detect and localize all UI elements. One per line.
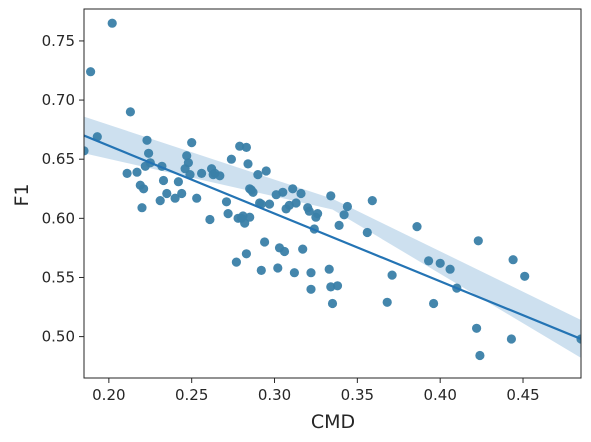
data-point (334, 220, 344, 230)
data-point (298, 244, 308, 254)
confidence-band-layer (84, 116, 581, 358)
data-point (520, 271, 530, 281)
regression-line (84, 134, 581, 340)
data-point (256, 265, 266, 275)
data-point (162, 188, 172, 199)
data-point (205, 214, 215, 225)
plot-area (84, 18, 581, 361)
data-point (155, 196, 165, 206)
y-tick-label: 0.55 (42, 268, 75, 286)
data-point (435, 258, 445, 268)
data-point (260, 237, 270, 247)
data-point (253, 170, 263, 180)
data-point (122, 168, 132, 178)
data-point (279, 246, 290, 257)
data-point (387, 270, 397, 280)
data-point (475, 350, 485, 361)
y-axis-ticks: 0.50 0.55 0.60 0.65 0.70 0.75 (42, 32, 84, 346)
data-point (158, 175, 169, 186)
data-point (261, 166, 271, 176)
data-point (304, 206, 314, 216)
data-point (264, 199, 275, 209)
data-point (241, 249, 251, 259)
data-point (84, 146, 89, 156)
data-point (339, 210, 349, 220)
y-tick-label: 0.60 (42, 209, 75, 227)
data-point (125, 107, 135, 117)
data-point (288, 184, 298, 194)
y-tick-label: 0.65 (42, 150, 75, 168)
data-point (223, 209, 233, 219)
data-point (215, 171, 225, 181)
y-tick-label: 0.50 (42, 328, 75, 346)
data-point (382, 297, 392, 307)
x-tick-label: 0.40 (423, 386, 456, 404)
data-point (367, 196, 377, 206)
data-point (324, 264, 334, 274)
data-point (332, 281, 343, 291)
data-point (142, 135, 152, 145)
x-tick-label: 0.35 (341, 386, 374, 404)
data-point (278, 187, 288, 197)
data-point (412, 222, 422, 232)
data-point (245, 212, 255, 222)
data-point (221, 197, 232, 207)
data-point (243, 159, 253, 169)
data-point (144, 148, 154, 158)
data-point (362, 227, 372, 238)
x-tick-label: 0.25 (175, 386, 208, 404)
data-point (506, 334, 516, 344)
data-point (273, 263, 283, 273)
data-point (132, 167, 142, 177)
confidence-band (84, 116, 581, 358)
data-point (327, 298, 338, 309)
data-point (291, 198, 301, 208)
data-point (424, 256, 434, 266)
data-point (306, 268, 316, 278)
regression-line-layer (84, 134, 581, 340)
x-axis-ticks: 0.20 0.25 0.30 0.35 0.40 0.45 (92, 378, 540, 404)
data-point (472, 323, 482, 333)
data-point (445, 264, 455, 274)
plot-frame (83, 8, 582, 379)
data-point (197, 168, 207, 178)
data-point (306, 284, 316, 294)
data-point (429, 298, 439, 309)
data-point (508, 255, 518, 265)
y-tick-label: 0.75 (42, 32, 75, 50)
data-point (183, 158, 193, 168)
data-point (231, 257, 241, 267)
x-tick-label: 0.20 (92, 386, 125, 404)
data-point (182, 151, 192, 161)
data-point (296, 188, 306, 199)
data-point (313, 209, 323, 219)
x-axis-label: CMD (311, 411, 355, 433)
data-point (248, 187, 258, 197)
data-point (170, 193, 180, 203)
data-point (173, 177, 183, 187)
data-point (226, 154, 236, 164)
data-point (289, 268, 299, 278)
data-points (84, 18, 581, 361)
data-point (241, 142, 251, 152)
data-point (107, 18, 117, 28)
data-point (137, 203, 147, 213)
y-axis-label: F1 (11, 183, 33, 206)
data-point (326, 191, 336, 201)
data-point (86, 67, 96, 77)
data-point (177, 188, 187, 199)
y-tick-label: 0.70 (42, 91, 75, 109)
data-point (187, 138, 197, 148)
data-point (139, 184, 149, 194)
data-point (192, 193, 202, 203)
data-point (342, 201, 352, 212)
x-tick-label: 0.45 (506, 386, 539, 404)
data-point (473, 236, 483, 246)
x-tick-label: 0.30 (258, 386, 291, 404)
